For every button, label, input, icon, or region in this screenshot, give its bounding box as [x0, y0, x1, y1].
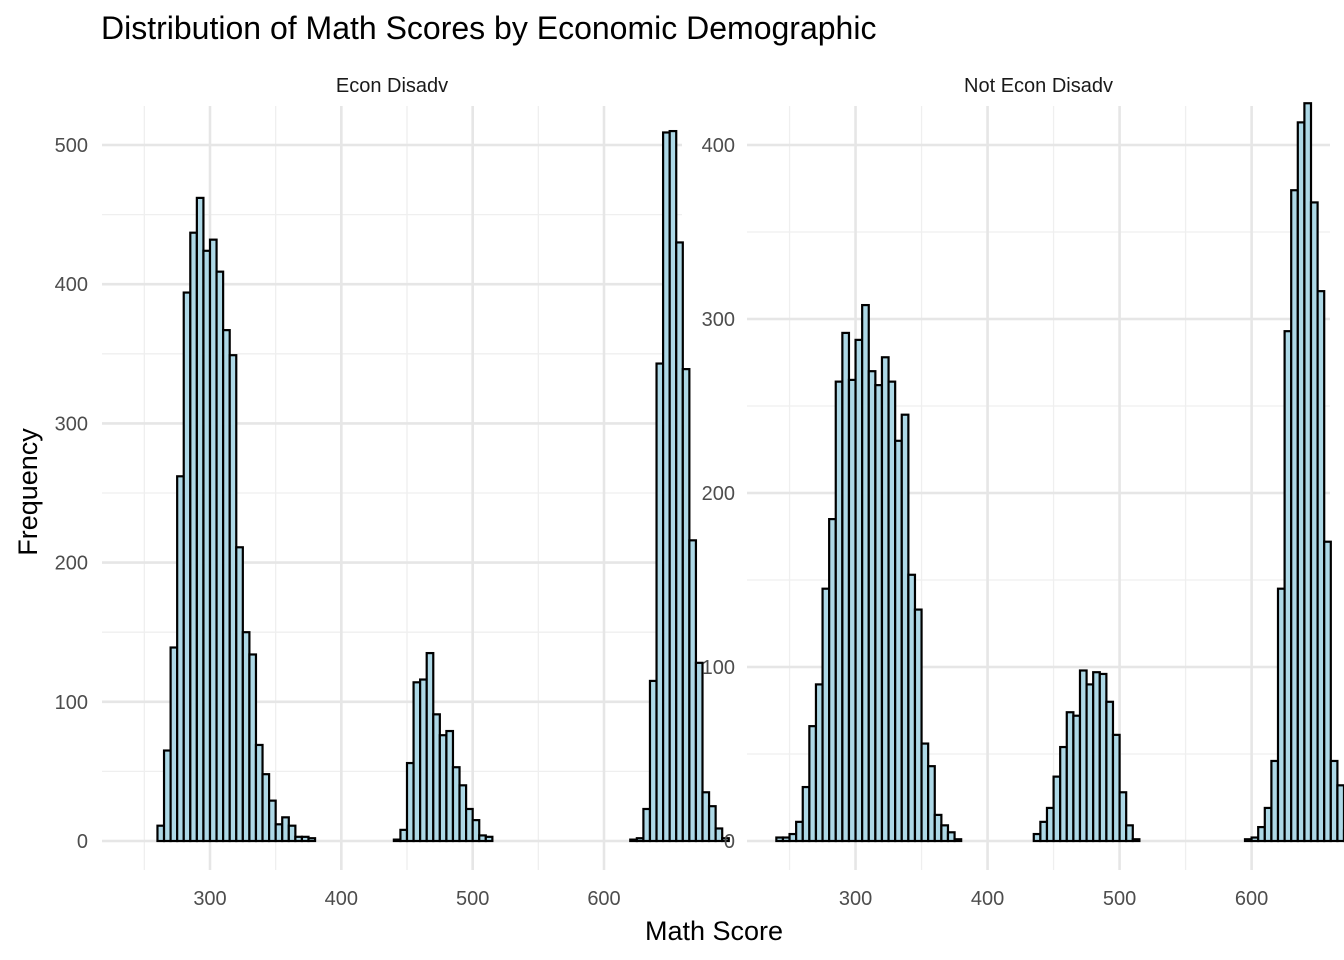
- histogram-bar: [714, 827, 724, 843]
- x-tick-label: 300: [193, 888, 226, 910]
- histogram-bar: [484, 835, 494, 843]
- histogram-bar: [927, 765, 936, 843]
- panel-strip-label: Not Econ Disadv: [964, 75, 1113, 97]
- histogram-bar: [707, 805, 717, 843]
- x-tick-label: 500: [1103, 888, 1136, 910]
- histogram-bar: [913, 608, 923, 843]
- histogram-bar: [307, 837, 317, 843]
- y-tick-label: 400: [702, 135, 735, 157]
- x-tick-label: 500: [456, 888, 489, 910]
- y-tick-label: 300: [702, 309, 735, 331]
- histogram-bar: [953, 838, 963, 843]
- x-tick-label: 400: [971, 888, 1004, 910]
- histogram-bar: [268, 799, 277, 843]
- histogram-bar: [1336, 784, 1344, 843]
- x-tick-label: 600: [1235, 888, 1268, 910]
- y-axis-title: Frequency: [13, 428, 43, 556]
- panel-not-econ-disadv: Not Econ Disadv 300 400 500 600 0 100 200 300 400: [702, 75, 1344, 910]
- x-tick-label: 400: [325, 888, 358, 910]
- histogram-bar: [1125, 824, 1134, 843]
- x-tick-label: 300: [839, 888, 872, 910]
- y-tick-label: 400: [55, 274, 88, 296]
- histogram-bar: [471, 819, 481, 843]
- x-tick-label: 600: [587, 888, 620, 910]
- x-axis-title: Math Score: [645, 916, 783, 946]
- histogram-bar: [287, 824, 297, 843]
- panel-strip-label: Econ Disadv: [336, 75, 448, 97]
- histogram-bar: [1323, 540, 1332, 843]
- y-tick-label: 100: [55, 692, 88, 714]
- histogram-bar: [946, 831, 956, 843]
- histogram-bar: [1131, 838, 1141, 843]
- y-tick-label: 300: [55, 413, 88, 435]
- panel-econ-disadv: Econ Disadv 300 400 500 600 0 100 200 300 400 500: [55, 75, 730, 910]
- y-tick-label: 200: [55, 553, 88, 575]
- histogram-bar: [721, 837, 730, 843]
- histogram-bar: [1118, 791, 1128, 843]
- y-tick-label: 500: [55, 135, 88, 157]
- histogram-bar: [1111, 733, 1121, 843]
- y-tick-label: 0: [77, 831, 88, 853]
- chart-title: Distribution of Math Scores by Economic …: [101, 10, 876, 46]
- y-tick-label: 0: [724, 831, 735, 853]
- y-tick-label: 100: [702, 657, 735, 679]
- histogram-bar: [694, 661, 704, 843]
- y-tick-label: 200: [702, 483, 735, 505]
